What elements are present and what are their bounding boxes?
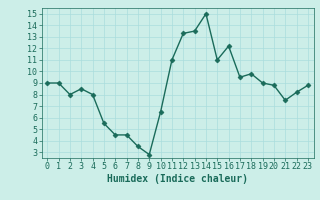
- X-axis label: Humidex (Indice chaleur): Humidex (Indice chaleur): [107, 174, 248, 184]
